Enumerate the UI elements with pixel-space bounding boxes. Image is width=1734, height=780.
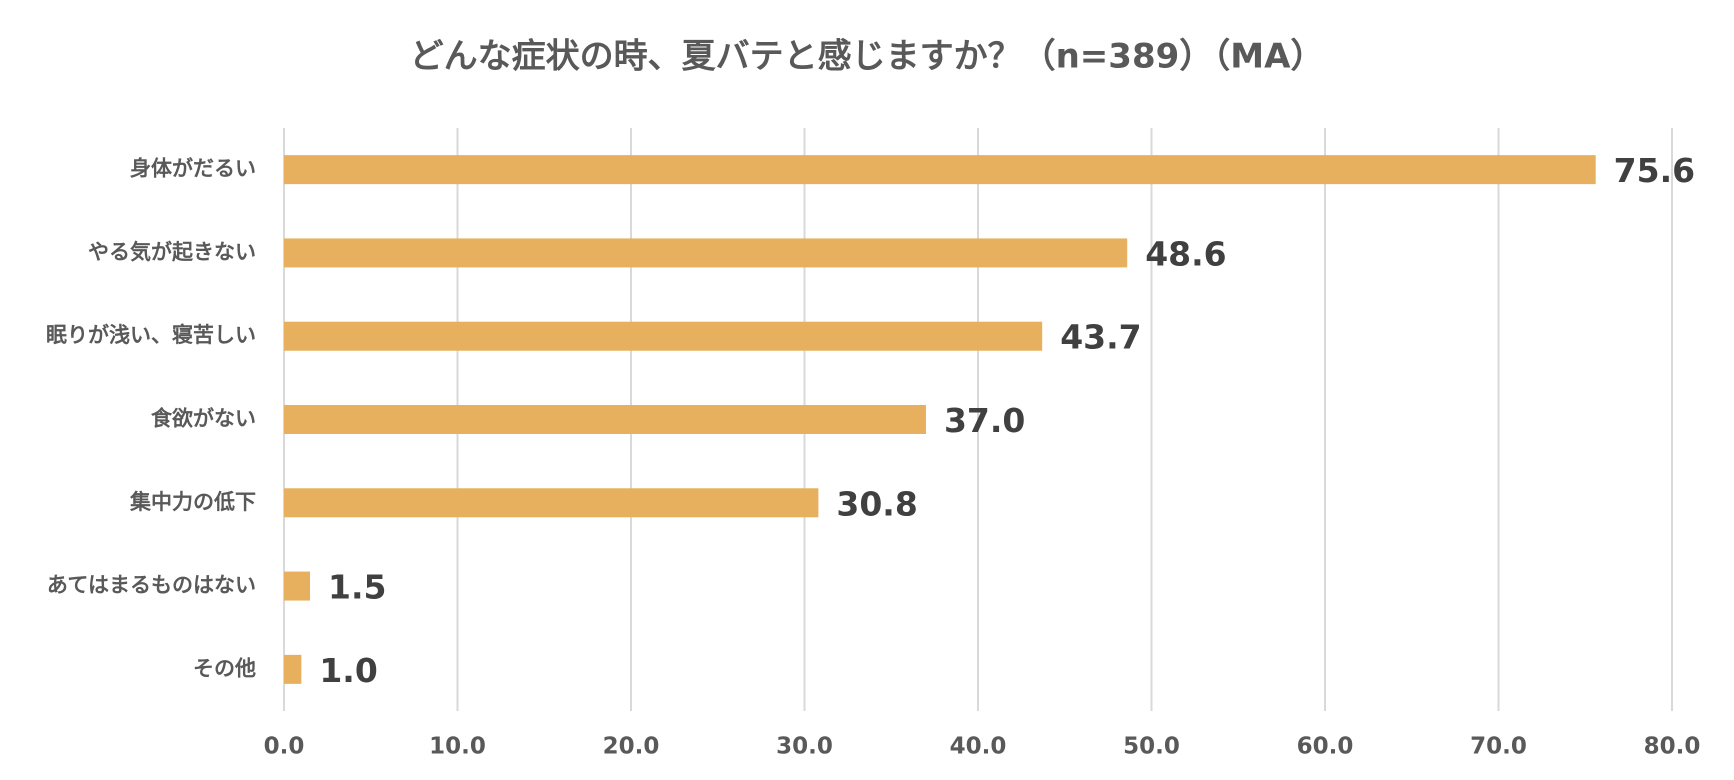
data-label: 75.6 bbox=[1614, 151, 1695, 190]
x-tick-label: 20.0 bbox=[603, 734, 660, 760]
x-tick-label: 0.0 bbox=[264, 734, 305, 760]
chart-title: どんな症状の時、夏バテと感じますか？（n=389）（MA） bbox=[410, 37, 1325, 77]
data-label: 1.5 bbox=[328, 568, 386, 607]
data-label: 1.0 bbox=[319, 651, 377, 690]
x-tick-label: 30.0 bbox=[776, 734, 833, 760]
data-label: 43.7 bbox=[1060, 318, 1141, 357]
bar bbox=[284, 238, 1128, 268]
y-tick-label: 身体がだるい bbox=[130, 157, 256, 181]
x-tick-label: 80.0 bbox=[1644, 734, 1701, 760]
y-tick-label: あてはまるものはない bbox=[47, 573, 256, 597]
data-label: 37.0 bbox=[944, 401, 1025, 440]
x-tick-label: 60.0 bbox=[1297, 734, 1354, 760]
y-tick-label: その他 bbox=[193, 656, 256, 680]
x-tick-label: 50.0 bbox=[1123, 734, 1180, 760]
bar bbox=[284, 654, 302, 684]
data-label: 48.6 bbox=[1145, 234, 1226, 273]
y-tick-label: 食欲がない bbox=[151, 407, 256, 431]
x-tick-label: 40.0 bbox=[950, 734, 1007, 760]
bar bbox=[284, 405, 926, 434]
bar bbox=[284, 488, 819, 518]
x-tick-label: 10.0 bbox=[429, 734, 486, 760]
bar bbox=[284, 571, 311, 601]
y-tick-label: やる気が起きない bbox=[88, 240, 256, 264]
bar bbox=[284, 155, 1596, 185]
y-tick-label: 集中力の低下 bbox=[129, 490, 256, 514]
y-tick-label: 眠りが浅い、寝苦しい bbox=[46, 323, 256, 347]
bar bbox=[284, 321, 1043, 351]
data-label: 30.8 bbox=[836, 484, 917, 523]
x-tick-label: 70.0 bbox=[1470, 734, 1527, 760]
